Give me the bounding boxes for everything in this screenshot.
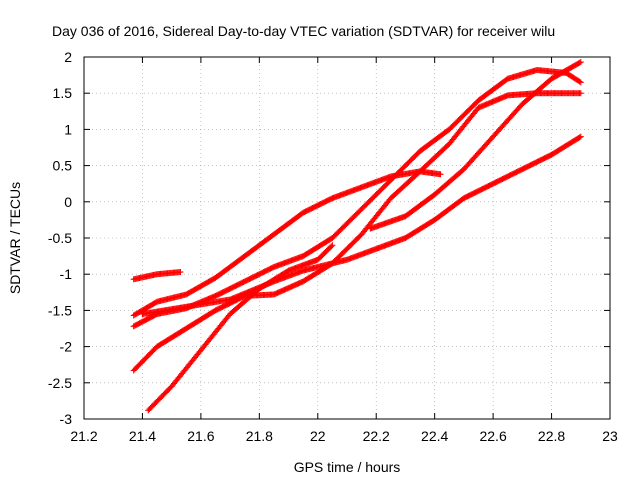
x-tick-label: 21.8 — [246, 428, 273, 444]
y-tick-label: -3 — [60, 411, 73, 427]
y-tick-label: -0.5 — [48, 230, 72, 246]
y-tick-label: 2 — [64, 49, 72, 65]
chart-title: Day 036 of 2016, Sidereal Day-to-day VTE… — [52, 23, 555, 39]
y-tick-label: 1.5 — [53, 85, 73, 101]
series-track-4 — [130, 90, 584, 374]
data-point — [576, 134, 583, 141]
x-tick-label: 22.8 — [538, 428, 565, 444]
x-tick-label: 21.2 — [70, 428, 97, 444]
y-tick-label: 0 — [64, 194, 72, 210]
data-point — [577, 79, 584, 86]
data-point — [437, 171, 444, 178]
y-tick-label: -2 — [60, 339, 73, 355]
x-tick-label: 22.6 — [479, 428, 506, 444]
data-point — [328, 243, 335, 250]
y-axis-ticks: -3 -2.5 -2 -1.5 -1 -0.5 0 0.5 1 1.5 2 — [48, 49, 610, 427]
x-tick-label: 22.4 — [421, 428, 448, 444]
y-tick-label: 0.5 — [53, 158, 73, 174]
x-tick-label: 22.2 — [363, 428, 390, 444]
series-track-3 — [130, 67, 584, 330]
grid-lines — [84, 57, 610, 419]
data-point — [329, 242, 336, 249]
data-point — [577, 90, 584, 97]
x-axis-ticks: 21.2 21.4 21.6 21.8 22 22.2 22.4 22.6 22.8 23 — [70, 57, 618, 444]
x-axis-label: GPS time / hours — [294, 459, 401, 475]
series-track-6 — [139, 133, 584, 318]
y-tick-label: -1 — [60, 266, 73, 282]
y-tick-label: -1.5 — [48, 302, 72, 318]
y-tick-label: -2.5 — [48, 375, 72, 391]
data-point — [577, 59, 584, 66]
series-track-2 — [130, 168, 444, 319]
data-points — [130, 59, 584, 414]
data-point — [577, 133, 584, 140]
x-tick-label: 21.6 — [187, 428, 214, 444]
x-tick-label: 23 — [602, 428, 618, 444]
series-track-1 — [130, 269, 184, 283]
series-track-5 — [145, 242, 336, 414]
y-axis-label: SDTVAR / TECUs — [7, 182, 23, 294]
series-track-7 — [367, 59, 584, 232]
plot-frame — [83, 56, 611, 420]
data-point — [576, 59, 583, 66]
data-point — [576, 78, 583, 85]
data-point — [177, 269, 184, 276]
x-tick-label: 21.4 — [129, 428, 156, 444]
x-tick-label: 22 — [310, 428, 326, 444]
y-tick-label: 1 — [64, 121, 72, 137]
